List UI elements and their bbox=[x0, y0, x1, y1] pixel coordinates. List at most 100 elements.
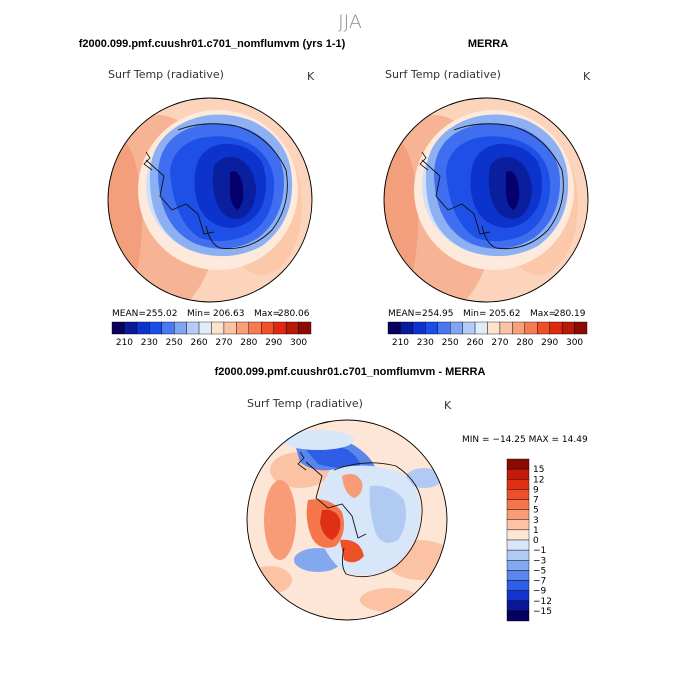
diff-colorbar-swatch bbox=[506, 468, 530, 480]
model-stats-min: 206.63 bbox=[213, 309, 245, 319]
season-title: JJA bbox=[338, 11, 362, 33]
obs-panel-header: MERRA bbox=[468, 38, 508, 50]
model-colorbar-swatch bbox=[211, 321, 225, 335]
model-panel-header: f2000.099.pmf.cuushr01.c701_nomflumvm (y… bbox=[79, 38, 346, 50]
model-colorbar: 210 230 250 260 270 280 290 300 bbox=[111, 321, 312, 348]
obs-colorbar: 210 230 250 260 270 280 290 300 bbox=[387, 321, 588, 348]
obs-colorbar-swatch bbox=[400, 321, 414, 335]
diff-units-label: K bbox=[444, 399, 452, 412]
diff-panel: f2000.099.pmf.cuushr01.c701_nomflumvm - … bbox=[215, 366, 588, 622]
model-colorbar-tick-label: 210 bbox=[116, 338, 133, 348]
diff-colorbar-tick-label: −5 bbox=[533, 566, 546, 576]
obs-colorbar-swatch bbox=[387, 321, 401, 335]
model-colorbar-tick-label: 300 bbox=[290, 338, 307, 348]
diff-colorbar-swatch bbox=[506, 549, 530, 561]
model-stats-mean: 255.02 bbox=[146, 309, 178, 319]
diff-colorbar-swatch bbox=[506, 529, 530, 541]
obs-map bbox=[384, 98, 588, 302]
model-colorbar-tick-label: 270 bbox=[215, 338, 232, 348]
diff-colorbar-tick-label: −3 bbox=[533, 556, 546, 566]
model-map bbox=[108, 98, 312, 302]
diff-colorbar-tick-label: −1 bbox=[533, 546, 546, 556]
obs-stats-mean-label: MEAN= bbox=[388, 309, 422, 319]
diff-map bbox=[247, 420, 447, 620]
obs-colorbar-swatch bbox=[449, 321, 463, 335]
model-colorbar-swatch bbox=[223, 321, 237, 335]
model-units-label: K bbox=[307, 70, 315, 83]
model-stats-max: 280.06 bbox=[278, 309, 310, 319]
model-colorbar-swatch bbox=[173, 321, 187, 335]
model-colorbar-swatch bbox=[186, 321, 200, 335]
obs-colorbar-swatch bbox=[574, 321, 588, 335]
diff-variable-label: Surf Temp (radiative) bbox=[247, 397, 363, 410]
diff-minmax-label: MIN = −14.25 MAX = 14.49 bbox=[462, 435, 588, 445]
obs-colorbar-tick-label: 230 bbox=[417, 338, 434, 348]
model-stats-min-label: Min= bbox=[187, 309, 211, 319]
model-colorbar-swatch bbox=[111, 321, 125, 335]
diff-colorbar-tick-label: −15 bbox=[533, 607, 552, 617]
diff-colorbar-tick-label: −12 bbox=[533, 597, 552, 607]
obs-colorbar-tick-label: 300 bbox=[566, 338, 583, 348]
model-colorbar-swatch bbox=[136, 321, 150, 335]
diff-colorbar-swatch bbox=[506, 600, 530, 612]
diff-colorbar-swatch bbox=[506, 610, 530, 622]
model-colorbar-swatch bbox=[261, 321, 274, 335]
model-colorbar-swatch bbox=[298, 321, 312, 335]
diff-colorbar-swatch bbox=[506, 580, 530, 591]
obs-colorbar-tick-label: 280 bbox=[516, 338, 533, 348]
diff-colorbar-tick-label: 12 bbox=[533, 475, 544, 485]
model-colorbar-swatch bbox=[285, 321, 299, 335]
diff-colorbar-swatch bbox=[506, 458, 530, 470]
obs-panel: MERRA Surf Temp (radiative) K MEAN= 254.… bbox=[383, 38, 591, 348]
diff-colorbar-swatch bbox=[506, 519, 530, 531]
diff-colorbar-swatch bbox=[506, 539, 530, 551]
model-panel: f2000.099.pmf.cuushr01.c701_nomflumvm (y… bbox=[79, 38, 346, 348]
obs-colorbar-tick-label: 270 bbox=[491, 338, 508, 348]
obs-variable-label: Surf Temp (radiative) bbox=[385, 68, 501, 81]
model-colorbar-swatch bbox=[236, 321, 250, 335]
model-colorbar-swatch bbox=[124, 321, 138, 335]
diff-colorbar-tick-label: 0 bbox=[533, 536, 539, 546]
obs-colorbar-swatch bbox=[549, 321, 563, 335]
model-colorbar-tick-label: 260 bbox=[190, 338, 207, 348]
obs-colorbar-swatch bbox=[499, 321, 513, 335]
diff-colorbar-tick-label: −9 bbox=[533, 587, 547, 597]
obs-colorbar-swatch bbox=[512, 321, 526, 335]
obs-colorbar-swatch bbox=[462, 321, 476, 335]
obs-colorbar-swatch bbox=[437, 321, 451, 335]
diff-colorbar-swatch bbox=[506, 509, 530, 520]
diff-colorbar-tick-label: 5 bbox=[533, 506, 539, 516]
obs-stats-max-label: Max= bbox=[530, 309, 556, 319]
obs-stats-mean: 254.95 bbox=[422, 309, 454, 319]
obs-colorbar-swatch bbox=[524, 321, 538, 335]
model-colorbar-swatch bbox=[198, 321, 212, 335]
diff-colorbar-tick-label: 9 bbox=[533, 485, 539, 495]
diff-colorbar-swatch bbox=[506, 489, 530, 500]
obs-stats-min: 205.62 bbox=[489, 309, 521, 319]
diff-panel-header: f2000.099.pmf.cuushr01.c701_nomflumvm - … bbox=[215, 366, 486, 378]
obs-stats-min-label: Min= bbox=[463, 309, 487, 319]
diff-colorbar-tick-label: 1 bbox=[533, 526, 539, 536]
model-colorbar-swatch bbox=[248, 321, 262, 335]
diff-colorbar-swatch bbox=[506, 499, 530, 510]
obs-colorbar-swatch bbox=[412, 321, 426, 335]
model-colorbar-tick-label: 250 bbox=[166, 338, 183, 348]
diff-colorbar-swatch bbox=[506, 570, 530, 581]
diff-colorbar-tick-label: −7 bbox=[533, 577, 546, 587]
obs-colorbar-tick-label: 290 bbox=[541, 338, 558, 348]
obs-colorbar-swatch bbox=[425, 321, 438, 335]
obs-colorbar-tick-label: 210 bbox=[392, 338, 409, 348]
obs-colorbar-swatch bbox=[474, 321, 488, 335]
model-stats-mean-label: MEAN= bbox=[112, 309, 146, 319]
model-colorbar-tick-label: 280 bbox=[240, 338, 257, 348]
model-colorbar-swatch bbox=[149, 321, 162, 335]
diff-colorbar-swatch bbox=[506, 590, 530, 601]
model-colorbar-tick-label: 290 bbox=[265, 338, 282, 348]
model-colorbar-swatch bbox=[161, 321, 175, 335]
model-colorbar-tick-label: 230 bbox=[141, 338, 158, 348]
diff-colorbar-tick-label: 3 bbox=[533, 516, 539, 526]
diff-colorbar-swatch bbox=[506, 560, 530, 571]
diff-colorbar-swatch bbox=[506, 479, 530, 490]
